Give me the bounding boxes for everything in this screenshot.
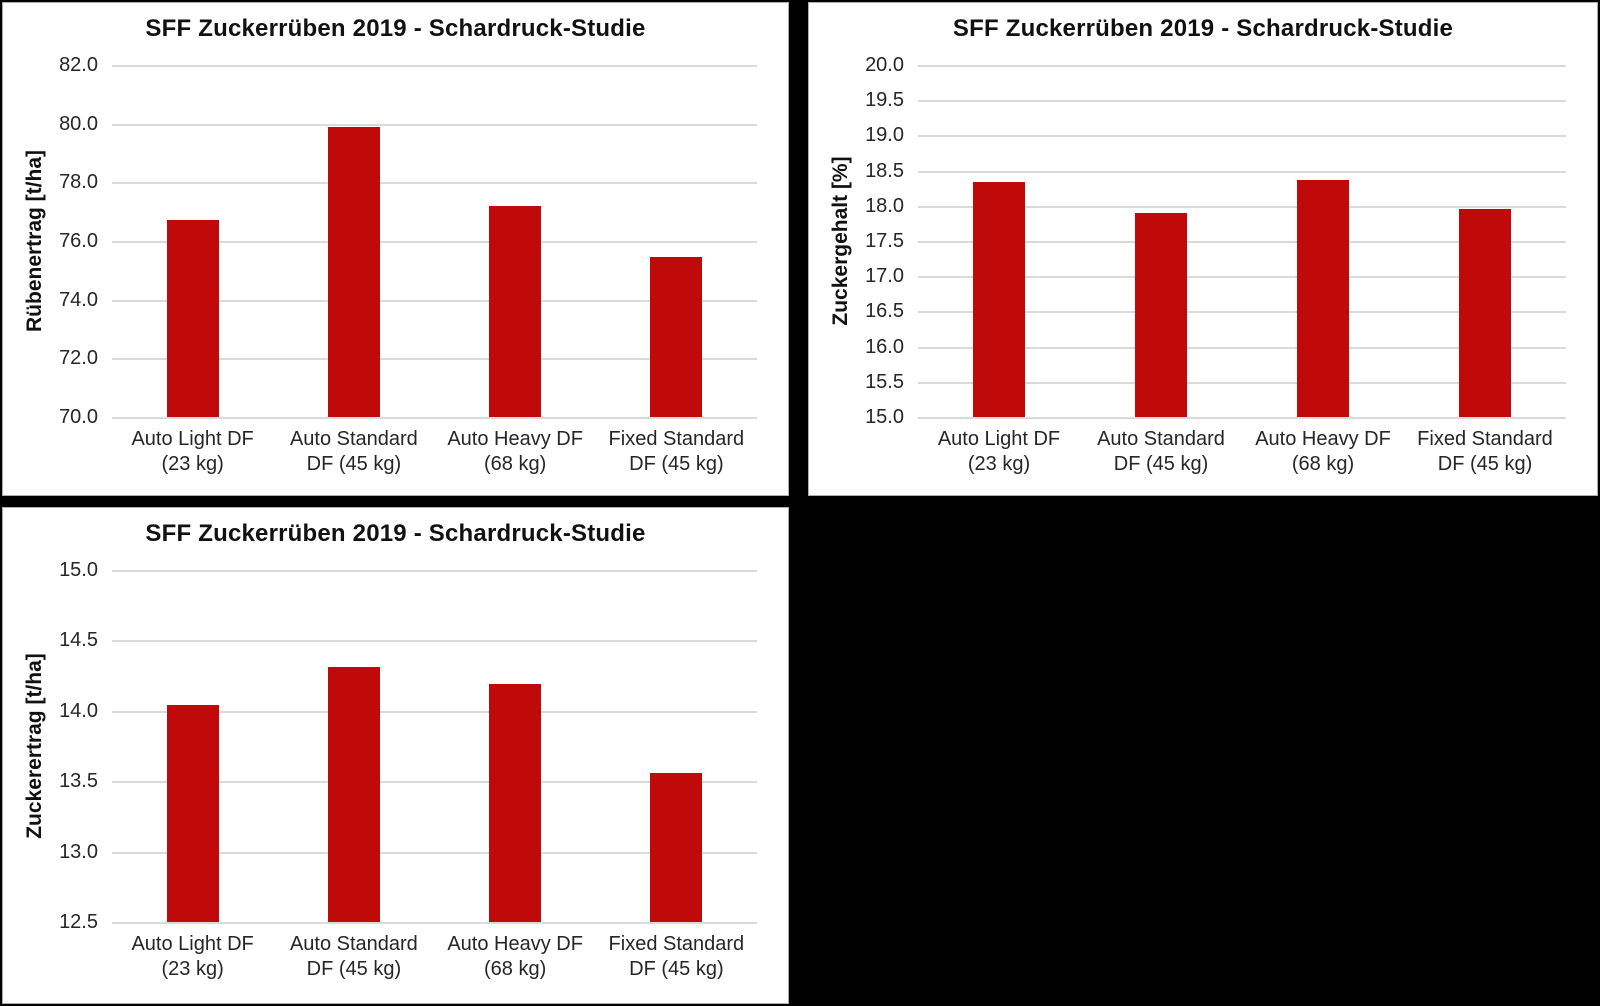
bar — [489, 205, 542, 417]
y-tick-label: 16.0 — [865, 335, 904, 358]
y-tick-label: 76.0 — [59, 230, 98, 252]
y-tick-label: 19.0 — [865, 124, 904, 147]
x-category-label: Auto Standard DF (45 kg) — [289, 428, 418, 475]
y-tick-label: 16.5 — [865, 300, 904, 323]
x-category-label: Auto Light DF (23 kg) — [131, 428, 254, 475]
gridline — [918, 170, 1566, 173]
y-tick-label: 17.0 — [865, 265, 904, 288]
y-tick-label: 13.5 — [59, 770, 98, 793]
bar — [650, 772, 703, 922]
x-category-label: Auto Heavy DF (68 kg) — [447, 428, 583, 475]
y-tick-label: 18.0 — [865, 194, 904, 217]
gridline — [112, 182, 757, 185]
x-category-label: Auto Heavy DF (68 kg) — [1255, 428, 1391, 475]
gridline — [112, 299, 757, 302]
y-tick-label: 14.5 — [59, 629, 98, 652]
x-category-label: Fixed Standard DF (45 kg) — [608, 428, 745, 475]
gridline — [918, 276, 1566, 279]
y-tick-label: 82.0 — [59, 54, 98, 76]
gridline — [918, 346, 1566, 349]
x-category-label: Auto Standard DF (45 kg) — [1097, 428, 1225, 475]
bar — [327, 126, 380, 417]
x-category-label: Auto Heavy DF (68 kg) — [447, 933, 583, 980]
bar — [1297, 179, 1349, 417]
bar — [1135, 212, 1187, 417]
gridline — [112, 570, 757, 572]
y-tick-label: 72.0 — [59, 347, 98, 370]
y-tick-label: 19.5 — [865, 89, 904, 112]
gridline — [918, 65, 1566, 67]
bar — [973, 181, 1025, 417]
y-tick-label: 18.5 — [865, 159, 904, 182]
chart-title: SFF Zuckerrüben 2019 - Schardruck-Studie — [952, 15, 1454, 42]
gridline — [112, 710, 757, 713]
gridline — [918, 417, 1566, 419]
y-tick-label: 14.0 — [59, 699, 98, 722]
gridline — [918, 135, 1566, 138]
gridline — [112, 358, 757, 361]
y-tick-label: 15.5 — [865, 370, 904, 393]
gridline — [918, 100, 1566, 103]
chart-panel-zuckergehalt: SFF Zuckerrüben 2019 - Schardruck-Studie… — [808, 2, 1598, 496]
y-tick-label: 70.0 — [59, 406, 98, 428]
bar — [650, 257, 703, 417]
y-tick-label: 12.5 — [59, 911, 98, 933]
gridline — [112, 123, 757, 126]
y-tick-label: 15.0 — [865, 406, 904, 428]
y-tick-label: 80.0 — [59, 112, 98, 135]
gridline — [112, 417, 757, 419]
y-axis-title: Zuckerertrag [t/ha] — [23, 653, 46, 839]
y-tick-label: 20.0 — [865, 54, 904, 76]
x-category-label: Auto Light DF (23 kg) — [937, 428, 1061, 475]
gridline — [918, 381, 1566, 384]
gridline — [112, 781, 757, 784]
gridline — [918, 311, 1566, 314]
gridline — [918, 205, 1566, 208]
chart-title: SFF Zuckerrüben 2019 - Schardruck-Studie — [145, 15, 646, 42]
gridline — [112, 65, 757, 67]
gridline — [112, 241, 757, 243]
bar — [489, 684, 542, 922]
x-category-label: Fixed Standard DF (45 kg) — [608, 933, 745, 980]
gridline — [918, 241, 1566, 243]
chart-panel-ruebenertrag: SFF Zuckerrüben 2019 - Schardruck-Studie… — [2, 2, 789, 496]
y-tick-label: 74.0 — [59, 288, 98, 311]
x-category-label: Auto Standard DF (45 kg) — [289, 933, 418, 980]
x-category-label: Auto Light DF (23 kg) — [131, 933, 254, 980]
chart-title: SFF Zuckerrüben 2019 - Schardruck-Studie — [145, 520, 646, 547]
y-tick-label: 13.0 — [59, 840, 98, 863]
chart-panel-zuckerertrag: SFF Zuckerrüben 2019 - Schardruck-Studie… — [2, 507, 789, 1004]
gridline — [112, 851, 757, 854]
y-tick-label: 17.5 — [865, 230, 904, 252]
y-tick-label: 78.0 — [59, 171, 98, 194]
gridline — [112, 640, 757, 643]
gridline — [112, 922, 757, 924]
bar — [166, 220, 219, 417]
x-category-label: Fixed Standard DF (45 kg) — [1417, 428, 1553, 475]
bar — [166, 705, 219, 922]
bar — [327, 667, 380, 922]
y-tick-label: 15.0 — [59, 559, 98, 581]
bar — [1459, 208, 1511, 417]
